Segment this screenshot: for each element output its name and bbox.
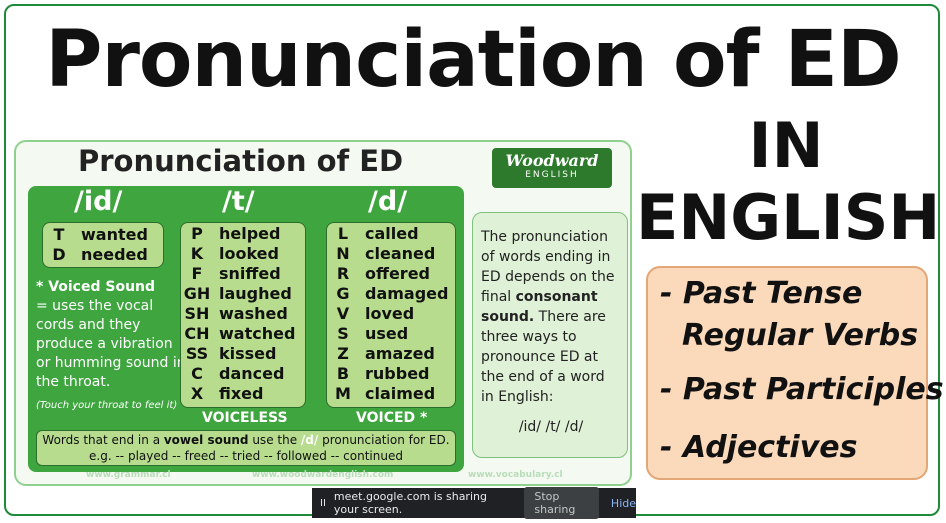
col-head-d: /d/ <box>368 186 408 217</box>
url-vocabulary: www.vocabulary.cl <box>468 470 563 480</box>
voiced-label: VOICED * <box>356 410 428 426</box>
share-message: meet.google.com is sharing your screen. <box>333 490 487 516</box>
voiced-sound-description: * Voiced Sound = uses the vocal cords an… <box>36 279 186 411</box>
list-item: SH washed <box>184 304 288 323</box>
main-title: Pronunciation of ED <box>45 15 901 105</box>
uses-box: - Past Tense Regular Verbs - Past Partic… <box>646 266 944 480</box>
subtitle-english: ENGLISH <box>636 181 941 254</box>
pause-icon: II <box>320 497 326 509</box>
voiceless-label: VOICELESS <box>202 410 288 426</box>
vowel-sound-note: Words that end in a vowel sound use the … <box>36 430 456 466</box>
col-head-id: /id/ <box>74 186 123 217</box>
list-item: SS kissed <box>185 344 277 363</box>
subtitle: IN ENGLISH <box>636 109 941 254</box>
explanation-box: The pronunciation of words ending in ED … <box>472 212 628 458</box>
list-item: GH laughed <box>183 284 292 303</box>
pronunciation-card: Pronunciation of ED Woodward ENGLISH /id… <box>14 140 632 486</box>
list-item: CH watched <box>184 324 296 343</box>
card-title: Pronunciation of ED <box>78 144 404 178</box>
use-past-participles: - Past Participles <box>660 372 944 407</box>
screen-share-bar: II meet.google.com is sharing your scree… <box>312 487 636 519</box>
stop-sharing-button[interactable]: Stop sharing <box>524 487 599 519</box>
hide-button[interactable]: Hide <box>610 496 636 510</box>
pronunciation-codes: /id/ /t/ /d/ <box>518 419 584 435</box>
subtitle-in: IN <box>748 109 824 182</box>
woodward-logo: Woodward ENGLISH <box>492 148 612 188</box>
url-woodward: www.woodwardenglish.com <box>252 470 394 480</box>
use-past-tense: - Past Tense <box>660 276 863 311</box>
use-adjectives: - Adjectives <box>660 430 858 465</box>
url-grammar: www.grammar.cl <box>86 470 171 480</box>
col-head-t: /t/ <box>222 186 255 217</box>
use-regular-verbs: Regular Verbs <box>682 318 919 353</box>
